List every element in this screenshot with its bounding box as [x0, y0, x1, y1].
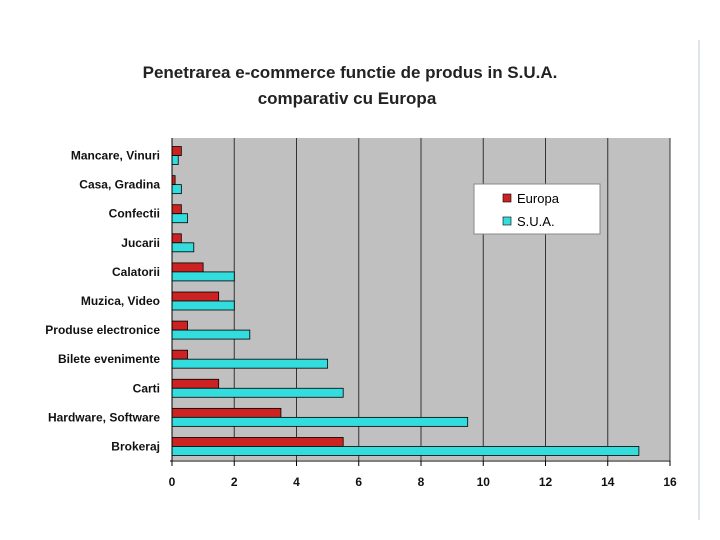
- bar-europa-carti: [171, 378, 220, 389]
- bar-sua-bilete-evenimente: [171, 358, 329, 369]
- bar-sua-muzica-video: [171, 300, 235, 311]
- category-label-mancare-vinuri: Mancare, Vinuri: [71, 149, 160, 163]
- x-tick-label-12: 12: [539, 475, 553, 489]
- category-labels: Mancare, Vinuri Casa, Gradina Confectii Juc…: [45, 149, 160, 454]
- x-tick-label-8: 8: [418, 475, 425, 489]
- legend-label-europa: Europa: [517, 191, 560, 206]
- chart-title-line-2: comparativ cu Europa: [258, 89, 437, 108]
- bar-sua-jucarii: [171, 242, 195, 253]
- x-tick-labels: 0 2 4 6 8 10 12 14 16: [169, 475, 677, 489]
- bar-sua-carti: [171, 387, 344, 398]
- bar-sua-brokeraj: [171, 446, 640, 456]
- chart-title-line-1: Penetrarea e-commerce functie de produs …: [143, 63, 558, 82]
- category-label-confectii: Confectii: [109, 207, 160, 221]
- bar-sua-calatorii: [171, 271, 235, 282]
- category-label-jucarii: Jucarii: [121, 236, 160, 250]
- slide-edge-line: [698, 40, 700, 520]
- category-label-muzica-video: Muzica, Video: [81, 294, 160, 308]
- bar-europa-muzica-video: [171, 291, 220, 302]
- bar-europa-mancare-vinuri: [171, 146, 182, 156]
- x-tick-label-0: 0: [169, 475, 176, 489]
- bar-sua-mancare-vinuri: [171, 155, 179, 165]
- bar-sua-confectii: [171, 213, 188, 224]
- category-label-bilete-evenimente: Bilete evenimente: [58, 352, 160, 366]
- bar-europa-jucarii: [171, 233, 182, 244]
- bar-sua-casa-gradina: [171, 184, 182, 195]
- bar-europa-confectii: [171, 204, 182, 215]
- bar-europa-hardware-software: [171, 407, 282, 418]
- category-label-produse-electronice: Produse electronice: [45, 323, 160, 337]
- legend-swatch-sua: [502, 216, 512, 226]
- x-tick-label-10: 10: [477, 475, 491, 489]
- bar-europa-calatorii: [171, 262, 204, 273]
- legend-swatch-europa: [502, 193, 512, 203]
- chart-title: Penetrarea e-commerce functie de produs …: [143, 63, 558, 108]
- x-tick-label-2: 2: [231, 475, 238, 489]
- legend-box: [473, 183, 601, 235]
- bar-sua-produse-electronice: [171, 329, 251, 340]
- x-tick-marks: [171, 461, 671, 466]
- bar-sua-hardware-software: [171, 416, 469, 427]
- x-tick-label-6: 6: [355, 475, 362, 489]
- category-label-brokeraj: Brokeraj: [111, 439, 160, 453]
- bar-europa-produse-electronice: [171, 320, 188, 331]
- x-tick-label-4: 4: [293, 475, 300, 489]
- x-tick-label-14: 14: [601, 475, 615, 489]
- legend-label-sua: S.U.A.: [517, 214, 555, 229]
- category-label-carti: Carti: [133, 381, 160, 395]
- x-tick-label-16: 16: [663, 475, 677, 489]
- category-label-casa-gradina: Casa, Gradina: [79, 178, 160, 192]
- bar-europa-bilete-evenimente: [171, 349, 188, 360]
- category-label-hardware-software: Hardware, Software: [48, 410, 160, 424]
- legend: Europa S.U.A.: [473, 183, 601, 235]
- category-label-calatorii: Calatorii: [112, 265, 160, 279]
- bar-europa-brokeraj: [171, 437, 344, 447]
